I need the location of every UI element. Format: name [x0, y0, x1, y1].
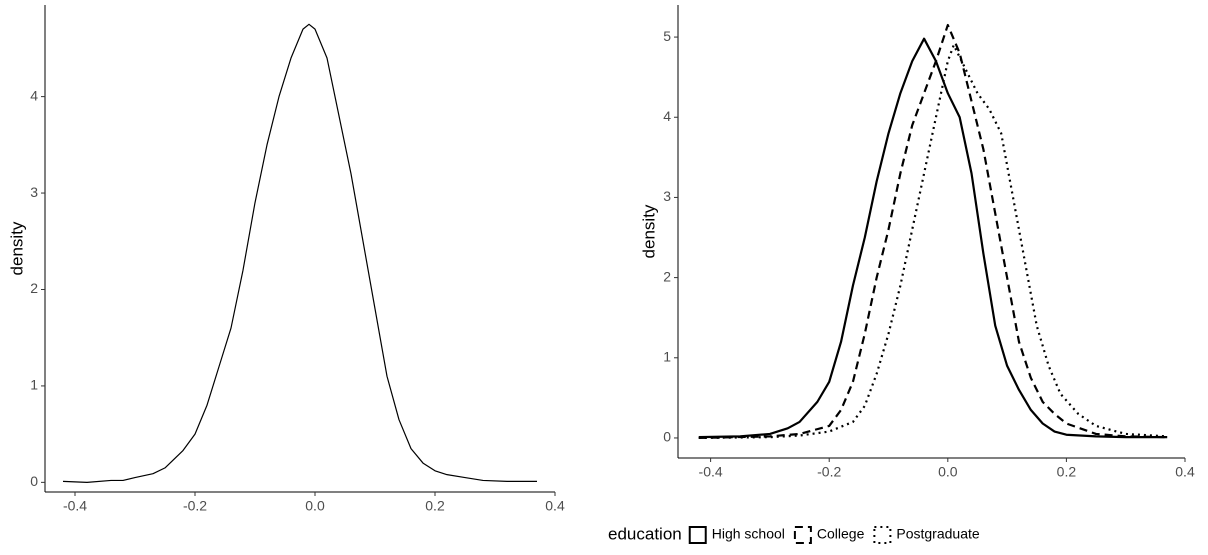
legend-title: education — [608, 524, 682, 543]
y-tick-label: 1 — [663, 348, 671, 364]
density-line — [62, 23, 537, 483]
x-tick-label: -0.4 — [699, 464, 723, 480]
x-tick-label: -0.2 — [817, 464, 841, 480]
density-line — [698, 23, 1168, 440]
legend-key — [688, 526, 707, 544]
y-tick-label: 3 — [663, 188, 671, 204]
density-line — [698, 43, 1168, 440]
density-line — [698, 37, 1168, 439]
y-tick-label: 1 — [30, 377, 38, 393]
x-tick-label: 0.2 — [1057, 464, 1077, 480]
legend-key — [873, 526, 892, 544]
y-tick-label: 2 — [663, 268, 671, 284]
y-tick-label: 5 — [663, 28, 671, 44]
y-tick-label: 4 — [30, 87, 38, 103]
x-tick-label: -0.2 — [183, 498, 207, 514]
x-tick-label: -0.4 — [63, 498, 87, 514]
y-tick-label: 0 — [30, 473, 38, 489]
x-tick-label: 0.4 — [1175, 464, 1195, 480]
legend-key — [793, 526, 812, 544]
x-tick-label: 0.0 — [305, 498, 325, 514]
legend-label: College — [817, 526, 865, 542]
y-axis-title: density — [7, 221, 26, 275]
legend-label: Postgraduate — [896, 526, 979, 542]
y-tick-label: 3 — [30, 184, 38, 200]
y-tick-label: 2 — [30, 280, 38, 296]
legend-label: High school — [712, 526, 785, 542]
x-tick-label: 0.0 — [938, 464, 958, 480]
y-axis-title: density — [639, 204, 658, 258]
y-tick-label: 0 — [663, 429, 671, 445]
x-tick-label: 0.4 — [545, 498, 565, 514]
x-tick-label: 0.2 — [425, 498, 445, 514]
y-tick-label: 4 — [663, 108, 671, 124]
